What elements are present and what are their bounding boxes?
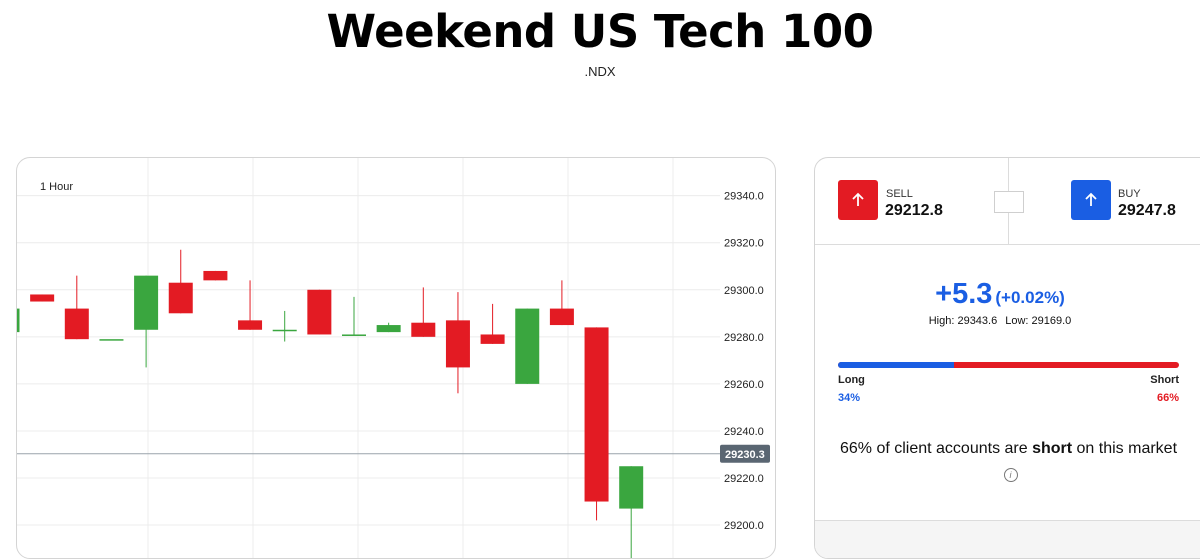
spread-box: [994, 191, 1024, 213]
y-tick-label: 29340.0: [724, 191, 764, 203]
y-tick-label: 29280.0: [724, 332, 764, 344]
candle-body: [342, 334, 366, 336]
high-low: High: 29343.6 Low: 29169.0: [815, 315, 1185, 327]
trade-panel: SELL 29212.8 BUY 29247.8 +5.3 (+0.02%) Hi…: [814, 157, 1200, 559]
short-percent: 66%: [1156, 392, 1179, 404]
buy-label: BUY: [1118, 188, 1141, 200]
candle-body: [64, 308, 89, 340]
current-price-label: 29230.3: [725, 449, 765, 461]
symbol-code: .NDX: [584, 64, 616, 79]
trade-buttons-row: SELL 29212.8 BUY 29247.8: [815, 158, 1200, 245]
candle-body: [272, 329, 297, 332]
candle-body: [168, 282, 193, 314]
candle-body: [445, 320, 470, 368]
short-label: Short: [1150, 374, 1179, 386]
long-percent: 34%: [838, 392, 861, 404]
sentiment-summary: 66% of client accounts are short on this…: [838, 436, 1179, 488]
summary-text-post: on this market: [1072, 440, 1178, 457]
candle-body: [376, 325, 401, 333]
buy-price[interactable]: 29247.8: [1118, 202, 1176, 219]
change-percent: (+0.02%): [995, 288, 1065, 307]
info-icon[interactable]: i: [1003, 467, 1018, 482]
sell-button[interactable]: [838, 180, 878, 220]
high-value: High: 29343.6: [928, 315, 998, 327]
candle-body: [411, 322, 436, 337]
candle-body: [619, 466, 644, 509]
arrow-up-icon: [852, 192, 864, 206]
candlestick-chart[interactable]: 29340.0 29320.0 29300.0 29280.0 29260.0 29240…: [17, 158, 775, 558]
low-value: Low: 29169.0: [1005, 315, 1072, 327]
candle-body: [549, 308, 574, 326]
sell-price[interactable]: 29212.8: [885, 202, 943, 219]
candle-body: [30, 294, 55, 302]
sell-label: SELL: [886, 188, 913, 200]
price-chart[interactable]: 29340.0 29320.0 29300.0 29280.0 29260.0 29240…: [16, 157, 776, 559]
y-tick-label: 29220.0: [724, 473, 764, 485]
y-tick-label: 29240.0: [724, 426, 764, 438]
candle-body: [134, 275, 159, 330]
candle-body: [515, 308, 540, 384]
timeframe-label[interactable]: 1 Hour: [40, 181, 74, 193]
candle-body: [99, 339, 124, 341]
sentiment-bar: [838, 362, 1179, 368]
candle-body: [17, 308, 20, 333]
candle-body: [307, 289, 332, 335]
y-tick-label: 29260.0: [724, 379, 764, 391]
y-tick-label: 29200.0: [724, 520, 764, 532]
summary-text-bold: short: [1032, 440, 1073, 457]
candle-body: [203, 270, 228, 281]
y-tick-label: 29300.0: [724, 285, 764, 297]
y-tick-label: 29320.0: [724, 238, 764, 250]
panel-footer: [815, 520, 1200, 558]
candle-body: [584, 327, 609, 502]
candle-body: [480, 334, 505, 344]
candle-body: [238, 320, 263, 330]
summary-text-pre: 66% of client accounts are: [839, 440, 1033, 457]
page-title: Weekend US Tech 100: [326, 5, 874, 58]
change-value: +5.3: [935, 278, 993, 310]
current-price-tag: [720, 444, 770, 463]
price-change: +5.3 (+0.02%): [815, 278, 1185, 311]
buy-button[interactable]: [1071, 180, 1111, 220]
long-label: Long: [838, 374, 865, 386]
arrow-up-icon: [1085, 192, 1097, 206]
sentiment-long-fill: [838, 362, 954, 368]
